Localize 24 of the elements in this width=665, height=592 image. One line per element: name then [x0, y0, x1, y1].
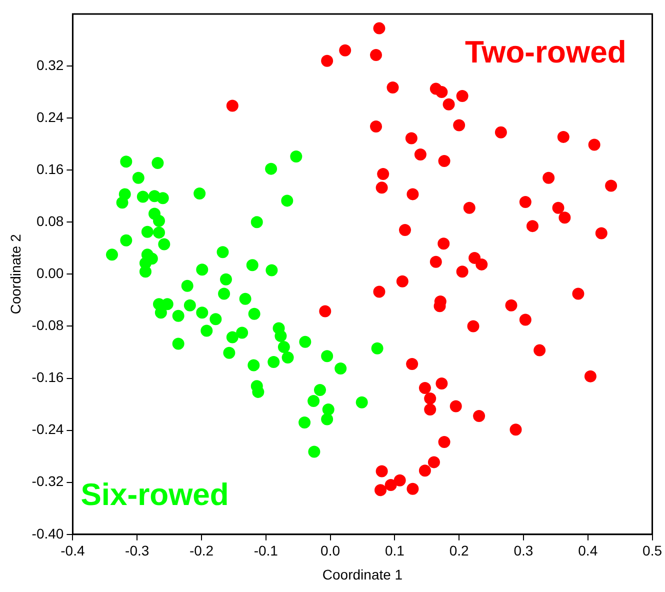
text: Six-rowed [80, 476, 229, 512]
x-tick-label: 0.4 [578, 542, 598, 559]
x-axis-title: Coordinate 1 [322, 566, 403, 582]
y-tick-label: 0.08 [36, 213, 64, 230]
x-tick-label: -0.1 [254, 542, 278, 559]
y-tick-label: -0.24 [32, 421, 64, 438]
y-tick-label: 0.24 [36, 108, 64, 125]
y-tick-label: -0.16 [32, 369, 64, 386]
y-tick-label: 0.32 [36, 56, 64, 73]
x-tick-label: 0.2 [449, 542, 470, 559]
x-tick-label: -0.3 [125, 542, 150, 559]
x-tick-label: 0.1 [384, 542, 405, 559]
y-tick-label: -0.32 [32, 473, 64, 490]
x-tick-label: 0.3 [514, 542, 534, 559]
y-tick-label: 0.00 [36, 265, 64, 282]
y-axis-title: Coordinate 2 [7, 234, 24, 314]
y-tick-label: -0.40 [32, 525, 64, 542]
y-tick-label: 0.16 [36, 160, 64, 177]
y-tick-label: -0.08 [32, 317, 64, 334]
x-tick-label: 0.0 [320, 542, 340, 559]
x-tick-label: 0.5 [642, 542, 662, 559]
x-tick-label: -0.4 [60, 542, 85, 559]
series-label: Two-rowed [464, 34, 626, 70]
x-tick-label: -0.2 [189, 542, 214, 559]
